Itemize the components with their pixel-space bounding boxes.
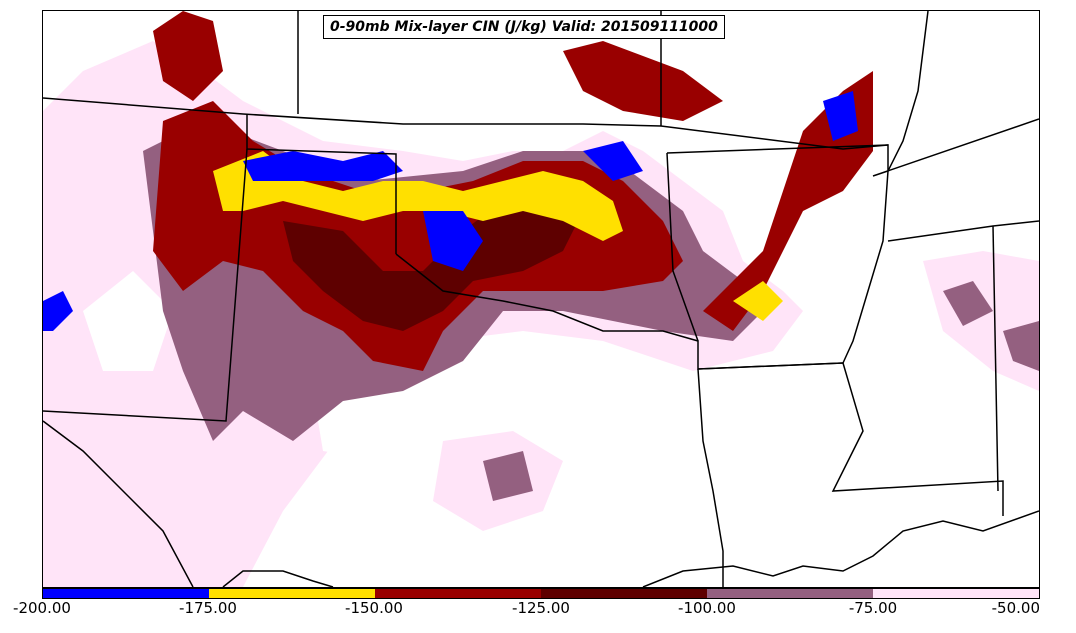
colorbar	[42, 588, 1040, 599]
texas-coast	[222, 570, 334, 587]
state-border-ok-tx	[395, 253, 844, 370]
map-title: 0-90mb Mix-layer CIN (J/kg) Valid: 20150…	[323, 15, 725, 39]
field-mauve-south	[483, 451, 533, 501]
field-red-nw	[153, 11, 223, 101]
field-mauve-se	[1003, 321, 1039, 371]
field-yellow-east	[733, 281, 783, 321]
field-blue-3	[583, 141, 643, 181]
colorbar-tick-2: -175.00	[179, 599, 237, 617]
state-border-la-ms	[831, 362, 1004, 516]
mississippi-river	[842, 11, 929, 364]
state-border-tx-la	[697, 368, 724, 587]
state-border-mo-ar	[666, 144, 889, 154]
colorbar-tick-1: -200.00	[13, 599, 71, 617]
colorbar-tick-3: -150.00	[345, 599, 403, 617]
colorbar-tick-4: -125.00	[512, 599, 570, 617]
field-pink-east	[923, 251, 1039, 391]
state-border-nm-tx	[43, 148, 248, 422]
colorbar-seg-3	[375, 589, 541, 598]
state-border-ms-al	[887, 220, 1039, 242]
colorbar-seg-6	[873, 589, 1039, 598]
colorbar-tick-6: -75.00	[848, 599, 898, 617]
colorbar-seg-5	[707, 589, 873, 598]
state-border-ok-panhandle	[246, 114, 397, 254]
border-rio	[43, 420, 194, 587]
colorbar-tick-5: -100.00	[678, 599, 736, 617]
field-red-east	[703, 71, 873, 331]
boundaries	[43, 11, 1039, 587]
cin-map	[43, 11, 1039, 587]
field-yellow	[213, 151, 623, 241]
gulf-coastline	[642, 510, 1039, 587]
field-blue-4	[823, 91, 858, 141]
colorbar-seg-1	[43, 589, 209, 598]
state-border-ok-ar	[666, 152, 699, 342]
colorbar-seg-4	[541, 589, 707, 598]
field-white-west	[83, 271, 173, 371]
field-red-north	[563, 41, 723, 121]
map-panel	[42, 10, 1040, 588]
state-border-al-ga	[992, 225, 999, 492]
field-mauve-east	[943, 281, 993, 326]
state-border-ar-la	[697, 362, 844, 370]
field-blue-2	[423, 211, 483, 271]
state-border-ne	[43, 97, 1039, 177]
field-blue	[243, 151, 403, 181]
field-blue-5	[43, 291, 73, 331]
colorbar-tick-7: -50.00	[991, 599, 1040, 617]
colorbar-seg-2	[209, 589, 375, 598]
